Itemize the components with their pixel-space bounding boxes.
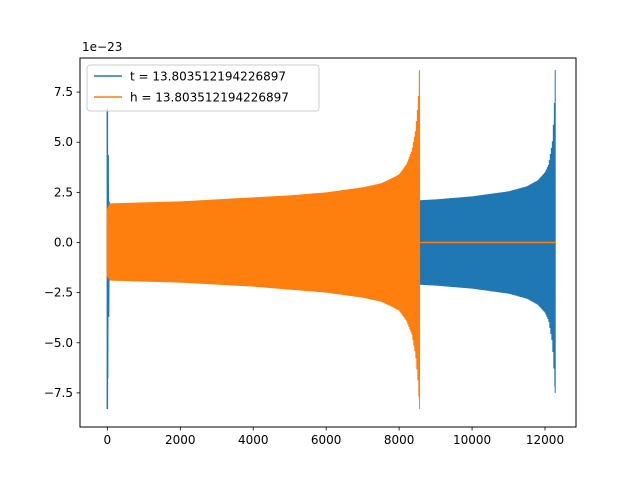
x-tick-label: 8000 — [384, 433, 415, 447]
x-tick-label: 6000 — [311, 433, 342, 447]
series-2 — [106, 70, 556, 409]
y-tick-label: −5.0 — [44, 336, 73, 350]
x-axis: 0 2000 4000 6000 8000 10000 12000 — [104, 427, 564, 447]
y-tick-label: 7.5 — [54, 85, 73, 99]
series-2-line — [106, 70, 421, 409]
legend-box — [86, 64, 320, 112]
x-tick-label: 4000 — [238, 433, 269, 447]
y-offset-label: 1e−23 — [82, 40, 122, 54]
x-tick-label: 2000 — [165, 433, 196, 447]
legend-label-series-1: t = 13.803512194226897 — [130, 70, 286, 84]
y-tick-label: 5.0 — [54, 135, 73, 149]
x-tick-label: 0 — [104, 433, 112, 447]
y-tick-label: 2.5 — [54, 185, 73, 199]
x-tick-label: 12000 — [526, 433, 564, 447]
legend-label-series-2: h = 13.803512194226897 — [130, 91, 289, 105]
y-tick-label: 0.0 — [54, 236, 73, 250]
y-tick-label: −7.5 — [44, 386, 73, 400]
y-axis: −7.5 −5.0 −2.5 0.0 2.5 5.0 7.5 — [44, 85, 80, 400]
x-tick-label: 10000 — [453, 433, 491, 447]
legend: t = 13.803512194226897 h = 13.8035121942… — [86, 64, 320, 112]
y-tick-label: −2.5 — [44, 286, 73, 300]
series-layer — [106, 70, 556, 409]
